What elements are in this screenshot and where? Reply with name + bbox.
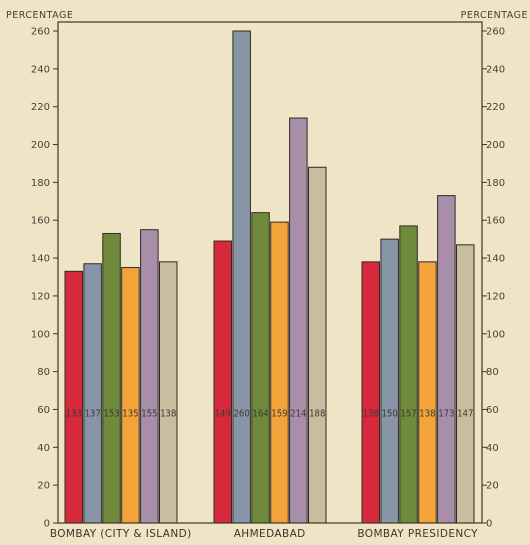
y-tick-label-right: 140 <box>486 254 505 265</box>
bar <box>361 261 380 524</box>
y-tick-label-left: 40 <box>37 443 50 454</box>
bar-value-label: 149 <box>215 409 231 420</box>
y-tick-label-right: 180 <box>486 178 505 189</box>
bar-value-label: 164 <box>252 409 268 420</box>
bar-value-label: 155 <box>141 409 157 420</box>
y-tick-label-left: 140 <box>31 254 50 265</box>
bar <box>140 229 159 524</box>
bar-value-label: 138 <box>363 409 379 420</box>
bar-value-label: 133 <box>66 409 82 420</box>
bar <box>251 212 270 524</box>
bar <box>456 244 475 524</box>
bar <box>437 195 456 524</box>
y-tick-label-left: 0 <box>44 519 50 530</box>
category-label: Bombay (City & Island) <box>50 528 192 540</box>
bar <box>159 261 178 524</box>
bar <box>308 166 327 524</box>
y-tick-label-left: 60 <box>37 405 50 416</box>
bar-value-label: 137 <box>84 409 100 420</box>
y-tick-label-right: 220 <box>486 102 505 113</box>
data-labels: 133 137 153 135 155 138 149 260 164 159 214 188 138 1… <box>66 409 474 420</box>
bar-value-label: 260 <box>233 409 249 420</box>
bar <box>232 30 251 524</box>
bar-value-label: 147 <box>457 409 473 420</box>
bar <box>399 225 418 524</box>
bar <box>64 270 83 524</box>
y-axis-right: 0 20 40 60 80 100 120 140 160 180 200 220 240 260 <box>482 27 505 530</box>
y-tick-label-right: 60 <box>486 405 499 416</box>
bar <box>102 232 121 524</box>
category-label: Bombay Presidency <box>357 528 478 540</box>
plot-frame <box>57 21 483 524</box>
bar-value-label: 173 <box>438 409 454 420</box>
y-tick-label-left: 100 <box>31 329 50 340</box>
y-tick-label-right: 200 <box>486 140 505 151</box>
bar-value-label: 138 <box>419 409 435 420</box>
y-tick-label-left: 260 <box>31 27 50 38</box>
y-axis-label-right: Percentage <box>461 10 528 21</box>
y-tick-label-left: 160 <box>31 216 50 227</box>
y-tick-label-right: 80 <box>486 367 499 378</box>
y-tick-label-right: 260 <box>486 27 505 38</box>
y-tick-label-right: 240 <box>486 64 505 75</box>
bar <box>121 267 140 524</box>
y-tick-label-left: 120 <box>31 291 50 302</box>
bars <box>64 30 475 524</box>
y-tick-label-right: 100 <box>486 329 505 340</box>
bar-value-label: 157 <box>400 409 416 420</box>
y-tick-label-right: 160 <box>486 216 505 227</box>
bar <box>270 221 289 524</box>
bar-value-label: 150 <box>381 409 397 420</box>
y-tick-label-left: 180 <box>31 178 50 189</box>
y-tick-label-right: 20 <box>486 481 499 492</box>
y-tick-label-right: 0 <box>486 519 492 530</box>
bar-value-label: 214 <box>290 409 306 420</box>
bar-value-label: 138 <box>160 409 176 420</box>
y-tick-label-left: 240 <box>31 64 50 75</box>
bar-value-label: 153 <box>103 409 119 420</box>
bar-value-label: 188 <box>309 409 325 420</box>
bar <box>213 240 232 524</box>
y-tick-label-left: 220 <box>31 102 50 113</box>
y-tick-label-left: 80 <box>37 367 50 378</box>
category-label: Ahmedabad <box>234 528 306 540</box>
bar <box>289 117 308 524</box>
y-tick-label-right: 40 <box>486 443 499 454</box>
y-tick-label-left: 20 <box>37 481 50 492</box>
bar <box>83 263 102 524</box>
bar-value-label: 159 <box>271 409 287 420</box>
bar <box>380 238 399 524</box>
category-labels: Bombay (City & Island) Ahmedabad Bombay Pr… <box>50 528 478 540</box>
y-axis-left: 0 20 40 60 80 100 120 140 160 180 200 220 240 260 <box>31 27 58 530</box>
y-axis-label-left: Percentage <box>6 10 73 21</box>
bar-value-label: 135 <box>122 409 138 420</box>
y-tick-label-left: 200 <box>31 140 50 151</box>
y-tick-label-right: 120 <box>486 291 505 302</box>
bar <box>418 261 437 524</box>
